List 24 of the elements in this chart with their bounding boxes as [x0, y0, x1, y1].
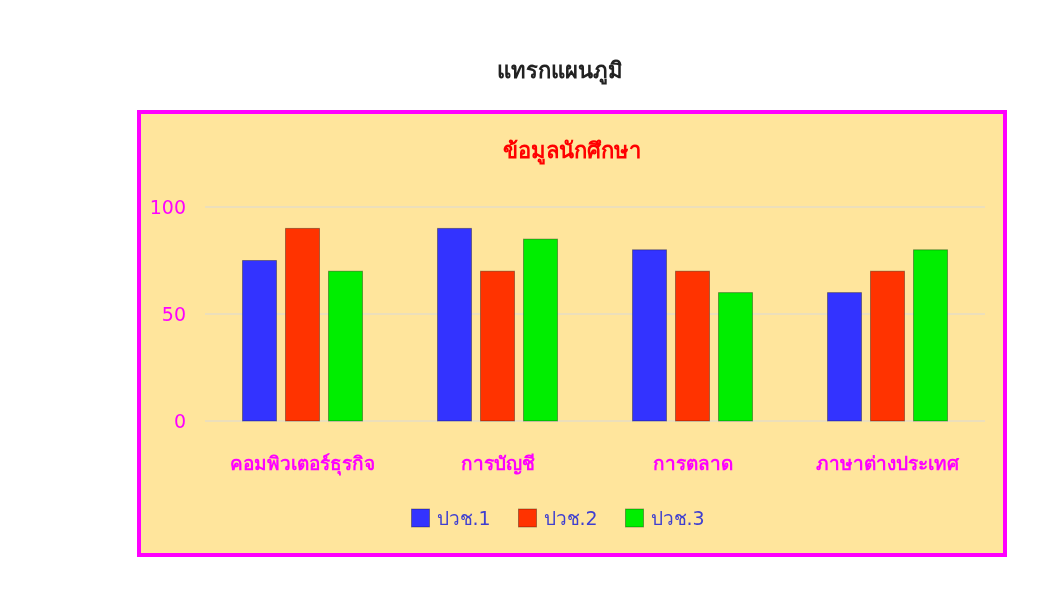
x-tick-label: คอมพิวเตอร์ธุรกิจ: [230, 452, 375, 476]
legend-label: ปวช.3: [650, 507, 705, 529]
bar: [480, 270, 515, 422]
bar: [632, 249, 667, 422]
bar: [328, 270, 363, 422]
x-tick-label: การบัญชี: [460, 452, 535, 475]
y-tick-label: 100: [149, 196, 186, 218]
bar: [913, 249, 948, 422]
bar: [675, 270, 710, 422]
chart-title: ข้อมูลนักศึกษา: [503, 138, 641, 165]
bar: [242, 260, 277, 422]
bar: [285, 227, 320, 422]
bar: [523, 238, 558, 422]
bar: [870, 270, 905, 422]
y-tick-label: 0: [173, 410, 186, 432]
x-tick-label: การตลาด: [652, 452, 733, 474]
bar: [827, 292, 862, 422]
x-tick-label: ภาษาต่างประเทศ: [816, 452, 960, 474]
bar: [718, 292, 753, 422]
legend-label: ปวช.1: [436, 507, 491, 529]
text: แทรกแผนภูมิ: [497, 58, 623, 85]
y-tick-label: 50: [161, 303, 186, 325]
legend-label: ปวช.2: [543, 507, 598, 529]
bar: [437, 227, 472, 422]
